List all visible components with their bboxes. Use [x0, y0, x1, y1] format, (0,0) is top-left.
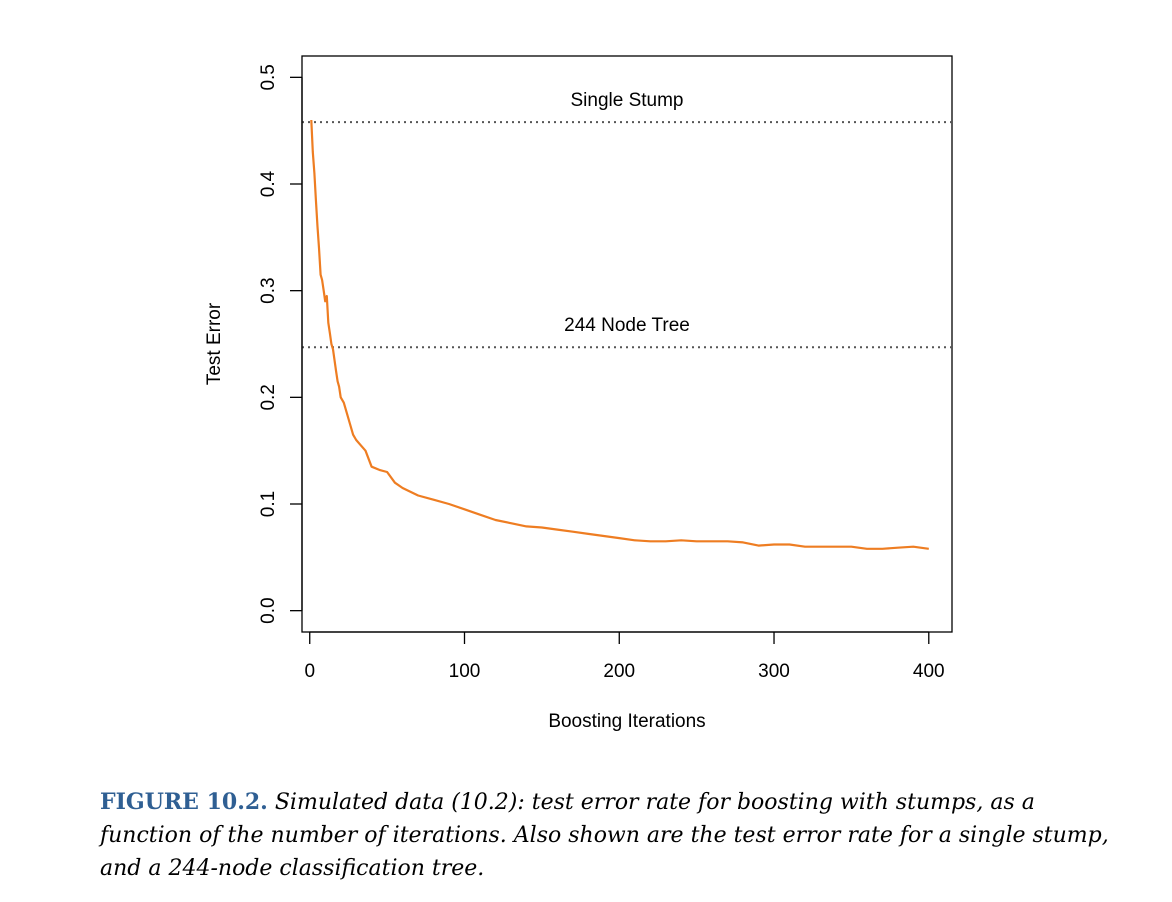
x-axis-title: Boosting Iterations — [548, 711, 705, 732]
x-tick-label-0: 0 — [304, 661, 315, 682]
reference-label-1: 244 Node Tree — [564, 315, 690, 336]
y-tick-label-2: 0.2 — [258, 384, 279, 410]
y-tick-label-4: 0.4 — [258, 170, 279, 197]
y-axis-title: Test Error — [204, 302, 225, 385]
figure-caption: FIGURE 10.2. Simulated data (10.2): test… — [100, 786, 1120, 885]
plot-frame — [301, 55, 953, 633]
y-tick-label-5: 0.5 — [258, 64, 279, 90]
x-tick-label-1: 100 — [449, 661, 481, 682]
caption-label: FIGURE 10.2. — [100, 789, 268, 815]
x-tick-label-3: 300 — [758, 661, 790, 682]
y-tick-label-1: 0.1 — [258, 491, 279, 517]
caption-text: Simulated data (10.2): test error rate f… — [100, 790, 1109, 881]
series-line-0 — [310, 119, 929, 550]
x-tick-label-4: 400 — [913, 661, 945, 682]
x-tick-label-2: 200 — [603, 661, 635, 682]
reference-lines: Single Stump 244 Node Tree — [302, 90, 952, 349]
y-axis: 0.0 0.1 0.2 0.3 0.4 0.5 — [258, 64, 303, 624]
y-tick-label-3: 0.3 — [258, 277, 279, 303]
y-tick-label-0: 0.0 — [258, 597, 279, 623]
reference-label-0: Single Stump — [570, 90, 683, 111]
series-layer — [310, 119, 929, 550]
x-axis: 0 100 200 300 400 — [304, 631, 945, 682]
